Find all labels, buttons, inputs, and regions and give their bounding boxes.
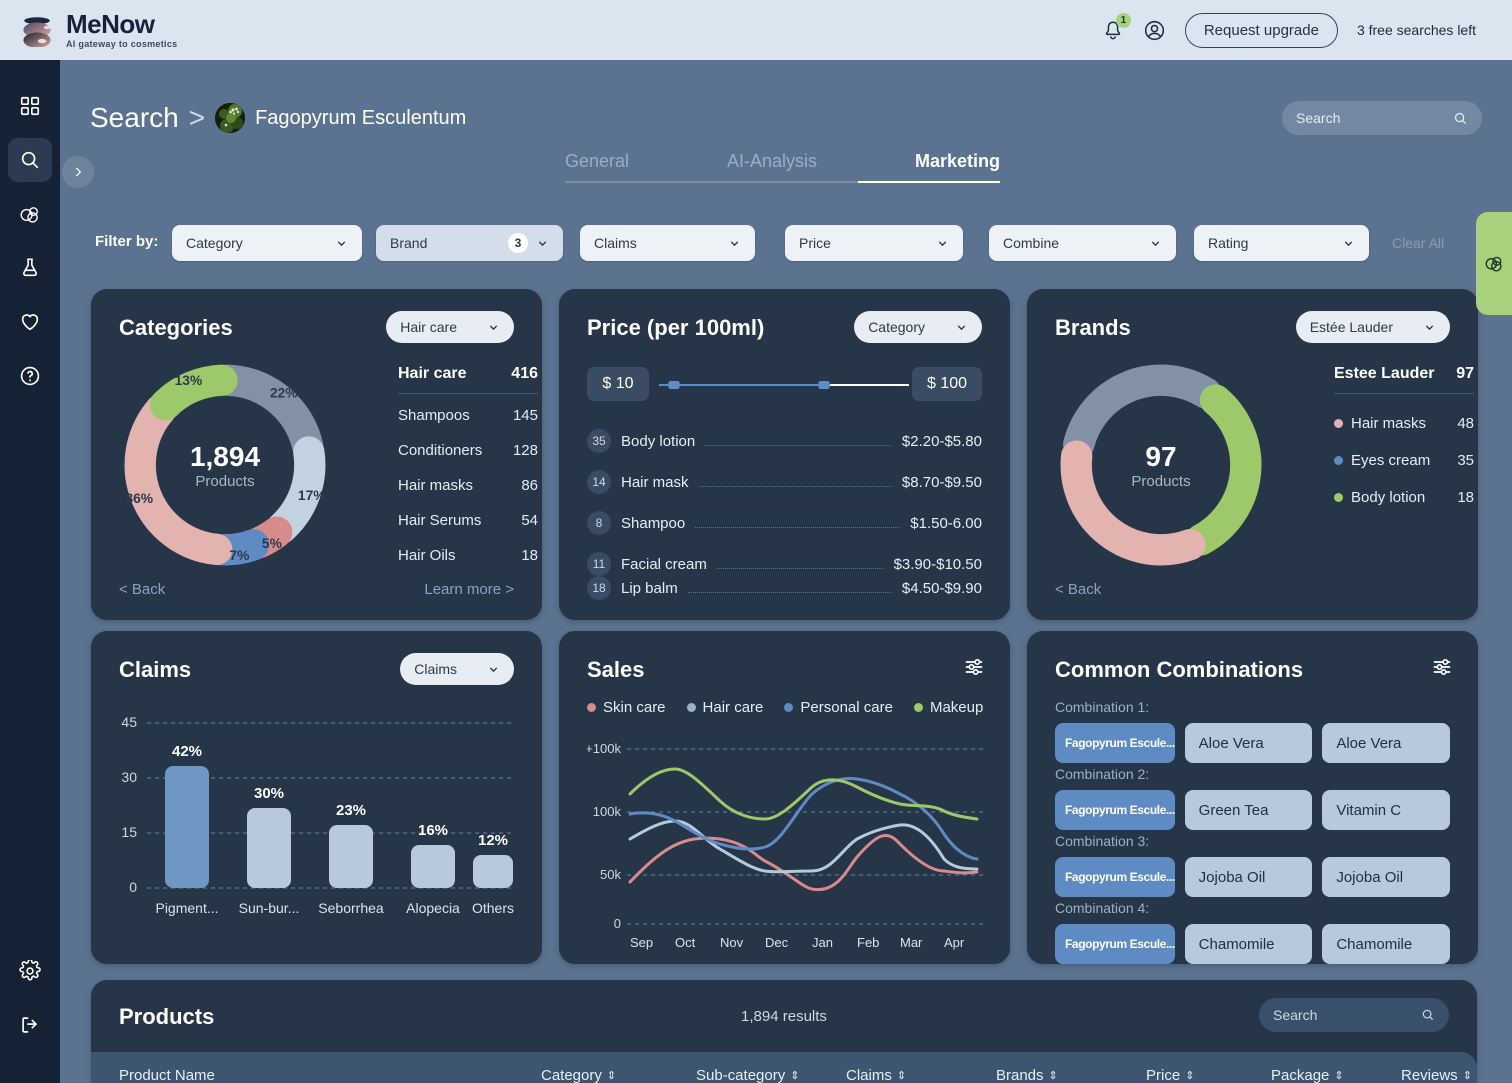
- svg-text:42%: 42%: [172, 743, 202, 760]
- svg-text:Feb: Feb: [857, 935, 879, 950]
- svg-text:Alopecia: Alopecia: [406, 900, 460, 916]
- svg-text:Mar: Mar: [900, 935, 923, 950]
- svg-text:Nov: Nov: [720, 935, 744, 950]
- svg-text:23%: 23%: [336, 802, 366, 819]
- svg-text:12%: 12%: [478, 832, 508, 849]
- svg-text:30%: 30%: [254, 785, 284, 802]
- svg-text:50k: 50k: [600, 867, 621, 882]
- svg-text:Others: Others: [472, 900, 514, 916]
- svg-text:Jan: Jan: [812, 935, 833, 950]
- svg-text:Apr: Apr: [944, 935, 965, 950]
- svg-text:30: 30: [121, 769, 137, 785]
- svg-text:Oct: Oct: [675, 935, 696, 950]
- svg-text:Sun-bur...: Sun-bur...: [239, 900, 300, 916]
- svg-text:16%: 16%: [418, 822, 448, 839]
- svg-text:0: 0: [614, 916, 621, 931]
- svg-text:Pigment...: Pigment...: [155, 900, 218, 916]
- svg-text:0: 0: [129, 879, 137, 895]
- svg-text:Sep: Sep: [630, 935, 653, 950]
- svg-text:45: 45: [121, 714, 137, 730]
- svg-text:+100k: +100k: [587, 741, 621, 756]
- svg-text:100k: 100k: [593, 804, 622, 819]
- svg-text:Dec: Dec: [765, 935, 789, 950]
- svg-text:15: 15: [121, 824, 137, 840]
- svg-text:Seborrhea: Seborrhea: [318, 900, 384, 916]
